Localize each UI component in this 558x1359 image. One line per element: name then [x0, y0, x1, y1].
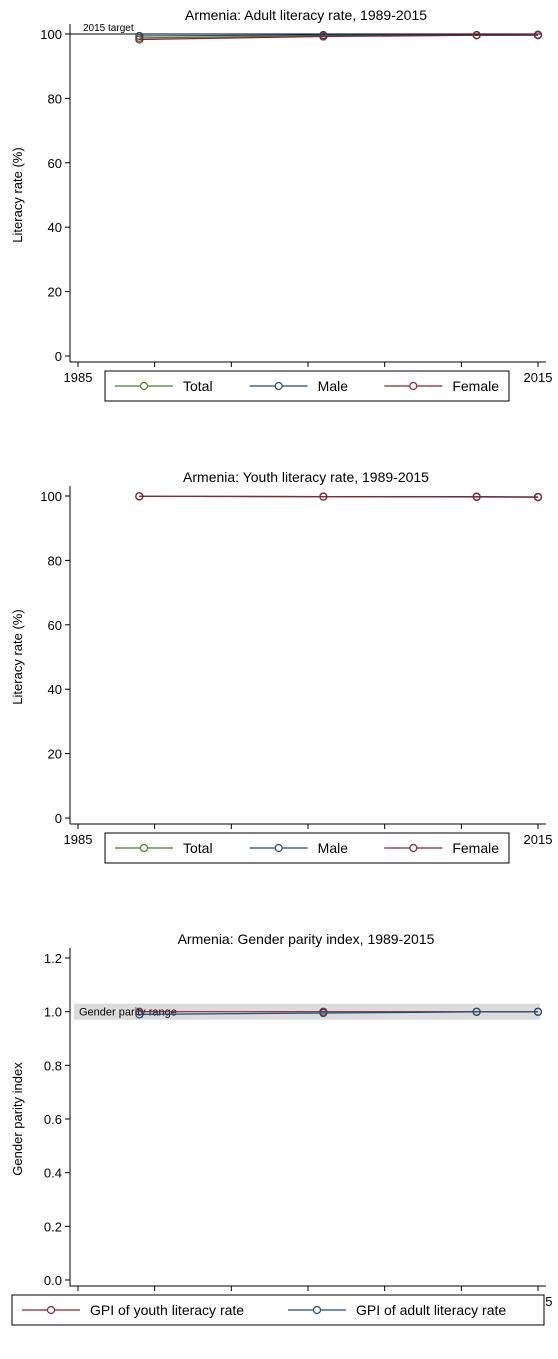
- y-tick-label: 20: [48, 747, 62, 762]
- y-tick-label: 0.4: [44, 1166, 62, 1181]
- legend-swatch-marker: [409, 843, 418, 853]
- y-tick-label: 0: [55, 811, 62, 826]
- y-tick-label: 0.6: [44, 1112, 62, 1127]
- data-point: [135, 1010, 144, 1019]
- chart-panel-1: Armenia: Adult literacy rate, 1989-2015 2…: [10, 7, 553, 402]
- x-tick-label: 1985: [64, 832, 93, 847]
- data-point: [135, 35, 144, 44]
- chart-title: Armenia: Adult literacy rate, 1989-2015: [185, 7, 427, 23]
- y-tick-label: 40: [48, 682, 62, 697]
- x-tick-label: 2015: [524, 370, 553, 385]
- y-tick-label: 0: [55, 349, 62, 364]
- legend-label: Female: [452, 378, 499, 394]
- y-axis-label: Literacy rate (%): [10, 147, 25, 242]
- legend-swatch-marker: [139, 381, 149, 391]
- y-tick-label: 20: [48, 285, 62, 300]
- gender-parity-label: Gender parity range: [79, 1007, 177, 1019]
- data-point: [472, 1007, 481, 1017]
- legend-label: Total: [183, 840, 213, 856]
- chart-panel-3: Armenia: Gender parity index, 1989-2015 G…: [10, 931, 552, 1326]
- data-point: [472, 492, 481, 501]
- x-tick-label: 2015: [524, 832, 553, 847]
- legend-label: GPI of youth literacy rate: [90, 1302, 244, 1318]
- y-tick-label: 1.2: [44, 951, 62, 966]
- x-tick-label: 1985: [64, 370, 93, 385]
- data-point: [135, 1007, 144, 1016]
- legend-label: Male: [318, 378, 349, 394]
- y-tick-label: 80: [48, 553, 62, 568]
- y-tick-label: 100: [40, 489, 62, 504]
- legend-swatch-marker: [139, 843, 149, 853]
- y-axis-label: Literacy rate (%): [10, 609, 25, 704]
- legend-label: GPI of adult literacy rate: [356, 1302, 506, 1318]
- legend-box: [11, 1294, 545, 1326]
- series-line-gpi-of-adult-literacy-rate: [139, 1011, 538, 1015]
- y-tick-label: 100: [40, 27, 62, 42]
- legend-label: Male: [318, 840, 349, 856]
- target-line-label: 2015 target: [83, 23, 134, 34]
- legend-swatch-marker: [274, 843, 283, 853]
- y-tick-label: 0.8: [44, 1058, 62, 1073]
- legend-swatch-marker: [274, 381, 283, 391]
- chart-panel-2: Armenia: Youth literacy rate, 1989-2015 0…: [10, 469, 553, 864]
- chart-title: Armenia: Youth literacy rate, 1989-2015: [183, 469, 429, 485]
- y-tick-label: 0.2: [44, 1219, 62, 1234]
- data-point: [472, 31, 481, 40]
- data-point: [319, 1008, 328, 1018]
- legend-label: Female: [452, 840, 499, 856]
- data-point: [319, 492, 328, 501]
- series-line-female: [139, 34, 538, 41]
- chart-title: Armenia: Gender parity index, 1989-2015: [178, 931, 435, 947]
- data-point: [319, 32, 328, 41]
- y-tick-label: 60: [48, 618, 62, 633]
- y-tick-label: 1.0: [44, 1005, 62, 1020]
- legend-swatch-marker: [312, 1305, 322, 1315]
- y-tick-label: 80: [48, 91, 62, 106]
- series-line-female: [139, 495, 539, 498]
- y-tick-label: 40: [48, 220, 62, 235]
- data-point: [533, 1007, 543, 1017]
- legend-label: Total: [183, 378, 213, 394]
- legend-swatch-marker: [46, 1305, 56, 1315]
- data-point: [533, 492, 543, 502]
- legend-swatch-marker: [409, 381, 418, 391]
- data-point: [135, 492, 144, 501]
- y-axis-label: Gender parity index: [10, 1062, 25, 1176]
- y-tick-label: 0.0: [44, 1273, 62, 1288]
- y-tick-label: 60: [48, 156, 62, 171]
- data-point: [533, 31, 543, 40]
